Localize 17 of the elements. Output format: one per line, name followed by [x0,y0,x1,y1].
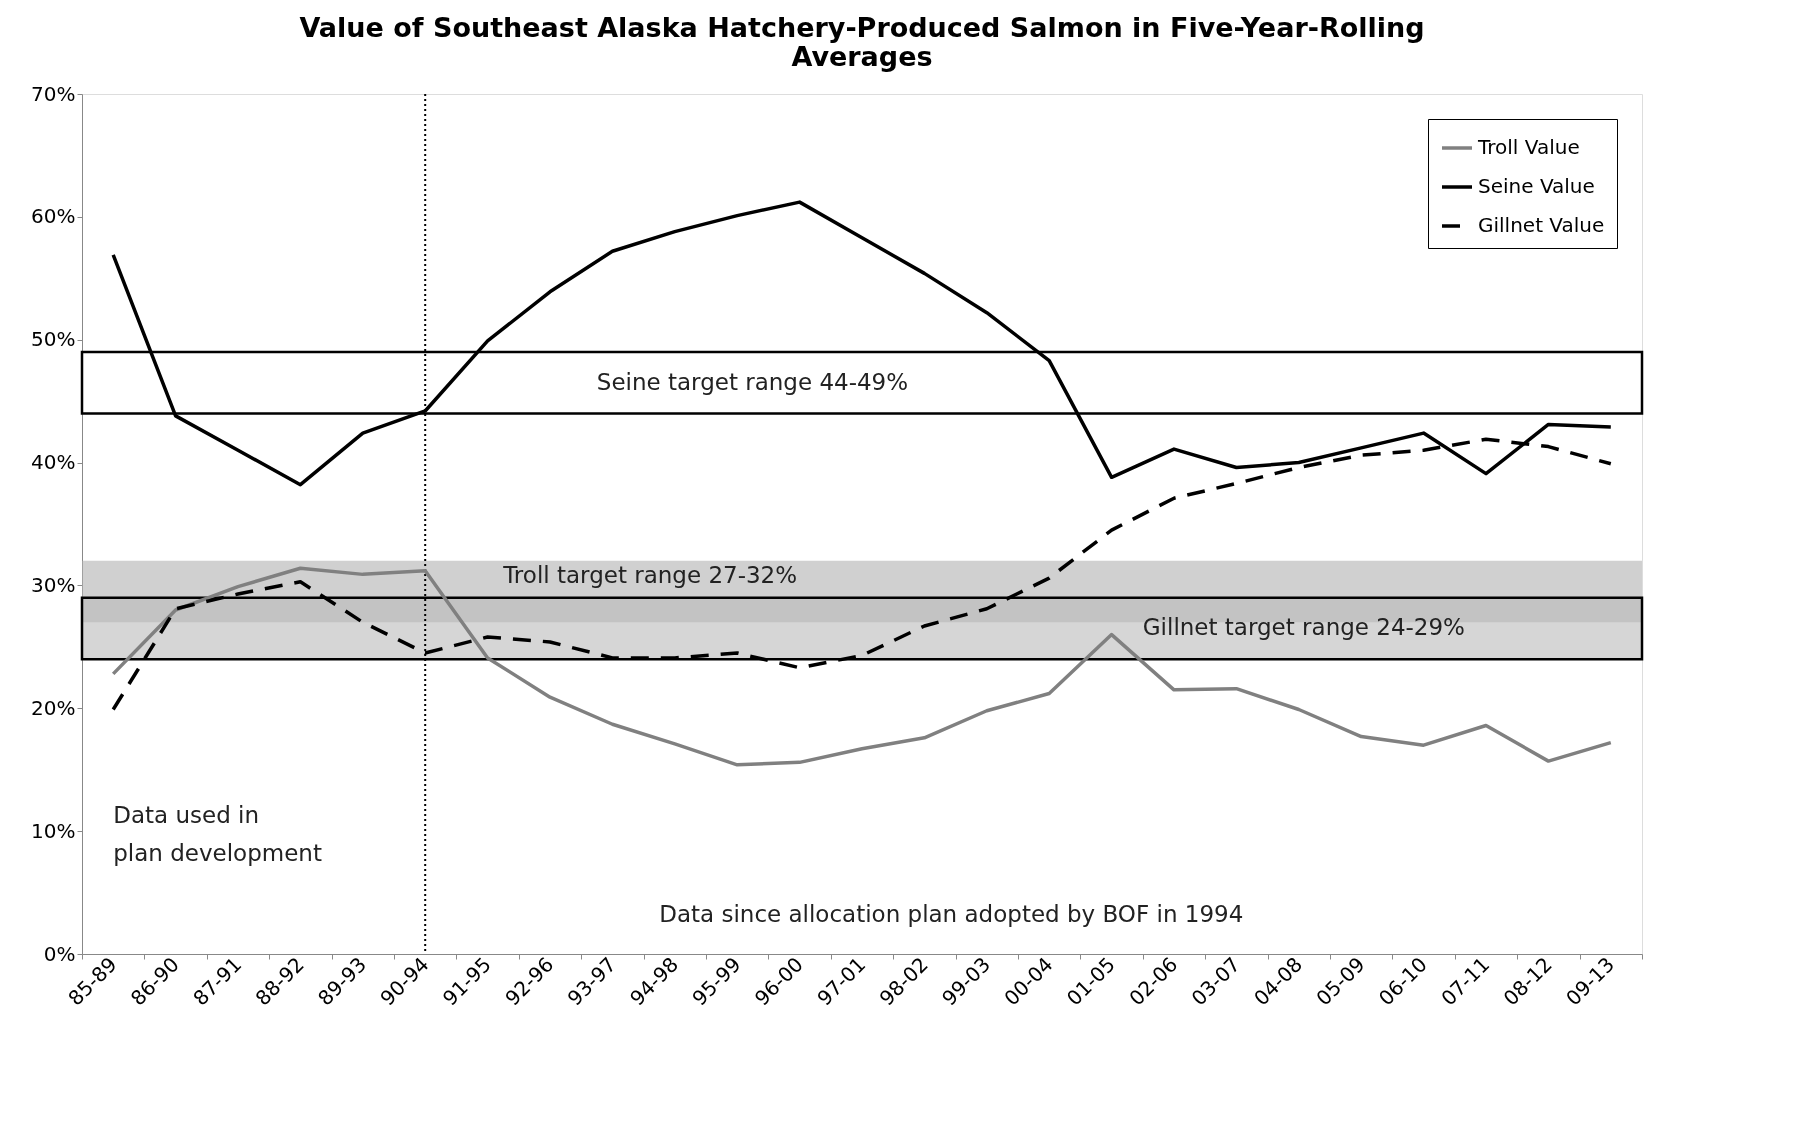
y-tick-label: 70% [31,81,76,106]
legend-label: Troll Value [1477,135,1580,159]
chart-title: Value of Southeast Alaska Hatchery-Produced Salmon in Five-Year-Rolling Averages [299,12,1425,72]
legend-label: Seine Value [1478,174,1595,198]
y-tick-label: 50% [31,327,76,352]
legend-label: Gillnet Value [1478,213,1605,237]
y-tick-label: 20% [31,695,76,720]
y-tick-label: 10% [31,818,76,843]
band-label: Seine target range 44-49% [596,368,909,395]
y-tick-label: 30% [31,572,76,597]
y-tick-label: 40% [31,450,76,475]
y-tick-label: 60% [31,204,76,229]
band-label: Gillnet target range 24-29% [1142,614,1465,641]
annotation: Data since allocation plan adopted by BOF in 1994 [659,901,1244,928]
band-label: Troll target range 27-32% [502,562,798,589]
line-series [111,566,1613,767]
annotation: Data used in plan development [113,802,322,867]
